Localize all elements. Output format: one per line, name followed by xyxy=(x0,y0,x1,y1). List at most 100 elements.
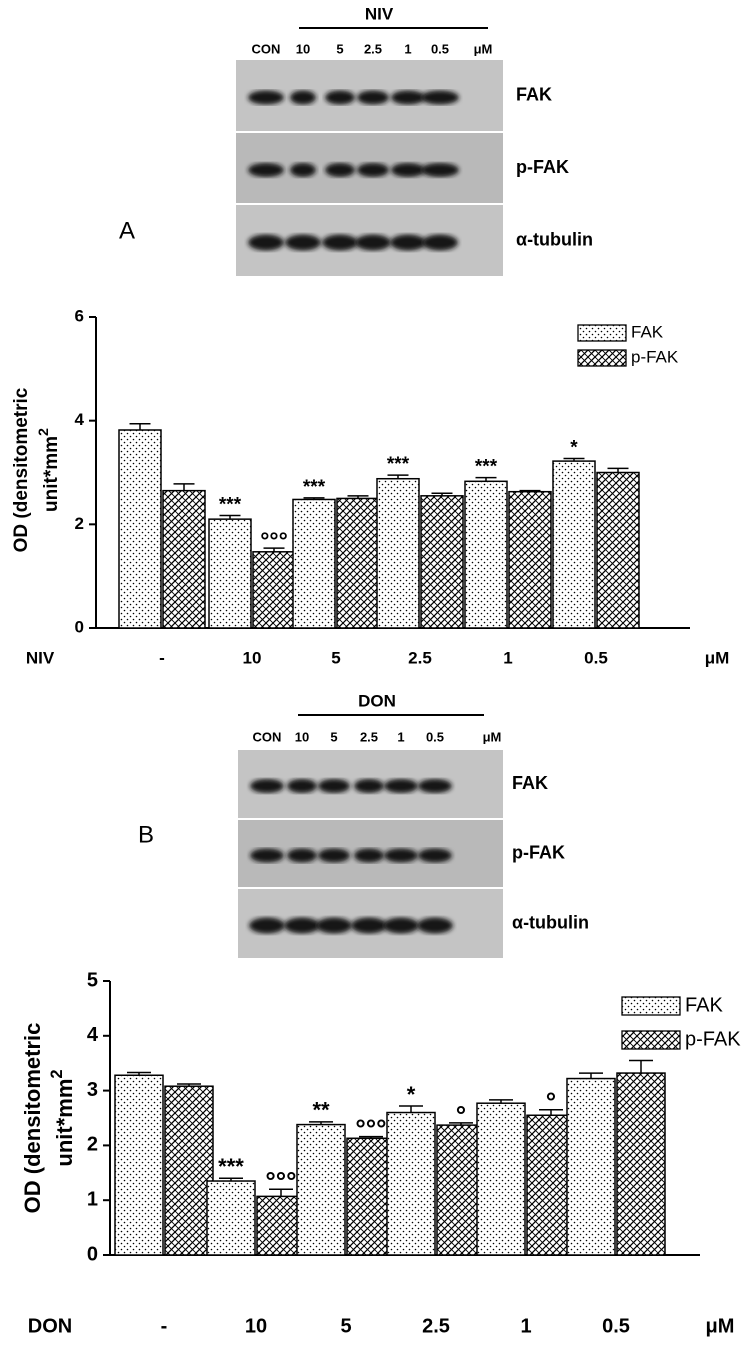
x-unit-label: μM xyxy=(706,1315,735,1337)
y-axis-label: OD (densitometric xyxy=(11,387,32,552)
lane-label: CON xyxy=(253,729,282,744)
lane-label: 10 xyxy=(295,729,309,744)
blot-band xyxy=(384,779,418,793)
x-tick-label: 10 xyxy=(245,1315,267,1337)
x-tick-label: - xyxy=(161,1315,168,1337)
x-axis-label: DON xyxy=(28,1315,72,1337)
y-axis-label: unit*mm2 xyxy=(48,1069,76,1166)
lane-label: 0.5 xyxy=(426,729,444,744)
band-label: p-FAK xyxy=(512,842,565,862)
error-bar xyxy=(579,1072,603,1079)
x-axis-label: NIV xyxy=(26,648,55,667)
bar xyxy=(596,471,640,629)
significance-label: *** xyxy=(303,477,326,498)
y-tick-label: 0 xyxy=(75,617,84,636)
bar xyxy=(114,1074,164,1256)
bar xyxy=(162,489,206,629)
blot-band xyxy=(325,90,355,105)
error-bar xyxy=(399,1105,423,1113)
blot-band xyxy=(418,848,452,863)
band-label: α-tubulin xyxy=(512,912,589,932)
x-tick-label: 0.5 xyxy=(602,1315,630,1337)
x-tick-label: 10 xyxy=(243,648,262,667)
legend-label: p-FAK xyxy=(685,1028,741,1050)
significance-label: °°° xyxy=(355,1114,386,1144)
error-bar xyxy=(219,514,241,520)
blot-band xyxy=(318,848,350,863)
bar xyxy=(336,497,380,629)
bar xyxy=(616,1072,666,1256)
blot-band xyxy=(421,90,459,105)
significance-label: *** xyxy=(219,495,242,516)
x-tick-label: 2.5 xyxy=(422,1315,450,1337)
bar xyxy=(292,498,336,629)
band-label: p-FAK xyxy=(516,157,569,177)
y-axis-label: OD (densitometric xyxy=(20,1023,45,1214)
significance-label: °°° xyxy=(260,527,288,553)
blot-band xyxy=(357,163,389,177)
error-bar xyxy=(519,489,541,492)
error-bar xyxy=(475,476,497,482)
y-axis-label-sup: 2 xyxy=(48,1069,66,1078)
error-bar xyxy=(431,492,453,496)
x-tick-label: 1 xyxy=(503,648,512,667)
blot-band xyxy=(250,848,284,863)
blot-band xyxy=(351,917,387,934)
blot-band xyxy=(248,90,284,105)
blot-band xyxy=(248,234,284,251)
bar xyxy=(118,429,162,629)
blot-band xyxy=(354,848,384,863)
bar xyxy=(552,460,596,629)
error-bar xyxy=(359,1135,383,1139)
blot-band xyxy=(391,163,425,177)
band-label: FAK xyxy=(516,84,552,104)
legend-swatch xyxy=(621,996,681,1016)
y-tick-label: 2 xyxy=(87,1134,98,1156)
significance-label: * xyxy=(407,1082,416,1107)
significance-label: *** xyxy=(475,457,498,478)
error-bar xyxy=(129,423,151,430)
legend-label: p-FAK xyxy=(631,347,679,366)
error-bar xyxy=(347,495,369,499)
legend-swatch xyxy=(577,324,627,342)
error-bar xyxy=(387,474,409,479)
bar xyxy=(376,477,420,629)
legend-swatch xyxy=(577,349,627,367)
y-tick-label: 1 xyxy=(87,1188,98,1210)
lane-label: 10 xyxy=(296,41,310,56)
blot-band xyxy=(285,234,321,251)
bar xyxy=(208,518,252,629)
blot-band xyxy=(417,917,453,934)
blot-band xyxy=(390,234,426,251)
band-label: FAK xyxy=(512,773,548,793)
error-bar xyxy=(309,1121,333,1125)
significance-label: ** xyxy=(312,1098,330,1123)
error-bar xyxy=(489,1099,513,1104)
panel-label: B xyxy=(138,821,154,848)
blot-band xyxy=(316,917,352,934)
error-bar xyxy=(127,1071,151,1076)
y-tick-label: 2 xyxy=(75,514,84,533)
x-tick-label: 1 xyxy=(520,1315,531,1337)
error-bar xyxy=(269,1188,293,1197)
y-tick-label: 4 xyxy=(75,410,85,429)
blot-band xyxy=(248,163,284,177)
blot-band xyxy=(383,917,419,934)
error-bar xyxy=(173,483,195,491)
lane-label: CON xyxy=(252,41,281,56)
lane-label: 1 xyxy=(404,41,411,56)
blot-band xyxy=(287,848,317,863)
band-label: α-tubulin xyxy=(516,229,593,249)
x-tick-label: - xyxy=(159,648,165,667)
blot-band xyxy=(384,848,418,863)
error-bar xyxy=(219,1177,243,1182)
lane-label: μM xyxy=(474,41,493,56)
y-tick-label: 5 xyxy=(87,969,98,991)
bar xyxy=(508,490,552,629)
blot-band xyxy=(322,234,358,251)
treatment-label: NIV xyxy=(365,4,394,23)
y-tick-label: 0 xyxy=(87,1243,98,1265)
x-tick-label: 5 xyxy=(331,648,340,667)
bar xyxy=(296,1123,346,1256)
bar xyxy=(464,480,508,629)
